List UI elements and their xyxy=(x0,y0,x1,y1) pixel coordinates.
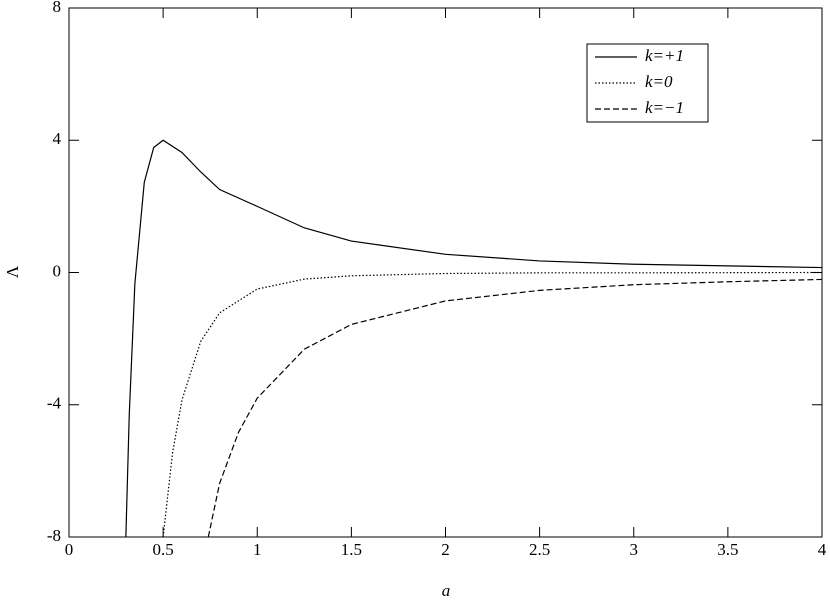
y-tick-label: -4 xyxy=(47,394,62,413)
x-tick-label: 3 xyxy=(630,540,639,559)
y-tick-label: -8 xyxy=(47,526,61,545)
legend-label: k=0 xyxy=(645,72,673,91)
legend-label: k=+1 xyxy=(645,46,684,65)
data-line xyxy=(162,271,822,537)
x-tick-label: 4 xyxy=(818,540,827,559)
x-tick-label: 2 xyxy=(441,540,450,559)
data-line xyxy=(207,278,822,537)
x-tick-label: 1 xyxy=(253,540,262,559)
x-tick-label: 2.5 xyxy=(529,540,550,559)
x-tick-label: 1.5 xyxy=(341,540,362,559)
x-tick-label: 3.5 xyxy=(717,540,738,559)
legend-label: k=−1 xyxy=(645,98,684,117)
x-tick-label: 0.5 xyxy=(153,540,174,559)
y-tick-label: 4 xyxy=(53,129,62,148)
data-line xyxy=(125,139,822,537)
x-axis-label: a xyxy=(442,581,451,600)
x-tick-label: 0 xyxy=(65,540,74,559)
y-tick-label: 0 xyxy=(53,261,62,280)
y-axis-label: Λ xyxy=(3,265,22,278)
y-tick-label: 8 xyxy=(53,0,62,16)
